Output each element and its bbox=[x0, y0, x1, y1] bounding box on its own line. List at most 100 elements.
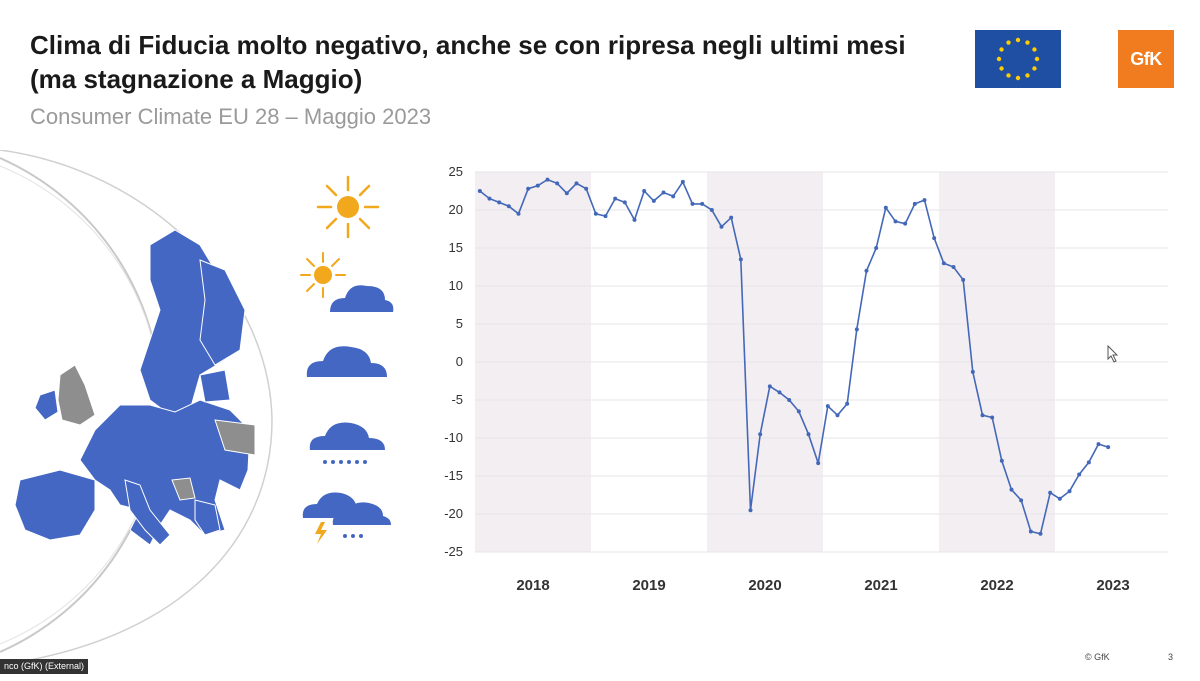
y-tick-label: -15 bbox=[444, 468, 463, 483]
data-point bbox=[680, 179, 685, 184]
x-tick-label: 2022 bbox=[980, 577, 1013, 594]
page-title: Clima di Fiducia molto negativo, anche s… bbox=[30, 30, 906, 94]
data-point bbox=[922, 198, 927, 203]
y-tick-label: -5 bbox=[451, 392, 463, 407]
eu-star-icon bbox=[999, 66, 1004, 71]
data-point bbox=[796, 409, 801, 414]
data-point bbox=[574, 181, 579, 186]
y-tick-label: 25 bbox=[449, 164, 463, 179]
eu-star-icon bbox=[999, 47, 1004, 52]
eu-star-icon bbox=[996, 56, 1002, 62]
data-point bbox=[854, 327, 859, 332]
cloud-icon bbox=[306, 346, 387, 377]
mouse-cursor-icon bbox=[1107, 344, 1119, 363]
data-point bbox=[738, 257, 743, 262]
gfk-logo: GfK bbox=[1118, 30, 1174, 88]
data-point bbox=[651, 198, 656, 203]
data-point bbox=[593, 211, 598, 216]
data-point bbox=[893, 219, 898, 224]
data-point bbox=[487, 196, 492, 201]
page-subtitle: Consumer Climate EU 28 – Maggio 2023 bbox=[30, 104, 432, 129]
data-point bbox=[1028, 529, 1033, 534]
data-point bbox=[941, 261, 946, 266]
x-tick-label: 2019 bbox=[632, 577, 665, 594]
data-point bbox=[700, 201, 705, 206]
data-point bbox=[825, 404, 830, 409]
eu-star-icon bbox=[1015, 75, 1021, 81]
storm-icon bbox=[302, 492, 391, 544]
data-point bbox=[603, 214, 608, 219]
map-uk bbox=[57, 364, 96, 426]
data-point bbox=[951, 265, 956, 269]
x-tick-label: 2020 bbox=[748, 577, 781, 594]
data-point bbox=[864, 268, 869, 273]
eu-star-icon bbox=[1025, 40, 1030, 45]
data-point bbox=[767, 384, 772, 389]
map-east-grey bbox=[214, 419, 256, 456]
data-point bbox=[506, 204, 511, 209]
data-point bbox=[709, 208, 714, 212]
eu-star-icon bbox=[1034, 56, 1040, 62]
data-point bbox=[874, 246, 879, 250]
data-point bbox=[1048, 490, 1053, 495]
data-point bbox=[999, 458, 1004, 463]
data-point bbox=[613, 196, 618, 201]
data-point bbox=[642, 189, 647, 193]
presenter-label: nco (GfK) (External) bbox=[0, 659, 89, 674]
eu-star-icon bbox=[1006, 40, 1011, 45]
data-point bbox=[497, 200, 502, 205]
data-point bbox=[564, 191, 569, 196]
sun-behind-cloud-icon bbox=[300, 252, 394, 312]
data-point bbox=[1009, 487, 1014, 492]
data-point bbox=[961, 277, 966, 282]
data-point bbox=[545, 177, 550, 182]
data-point bbox=[584, 186, 589, 191]
weather-scale bbox=[300, 175, 394, 544]
x-tick-label: 2023 bbox=[1096, 577, 1129, 594]
data-point bbox=[990, 415, 995, 420]
data-point bbox=[632, 217, 637, 222]
data-point bbox=[903, 221, 908, 226]
map-finland bbox=[199, 259, 246, 366]
y-tick-label: -10 bbox=[444, 430, 463, 445]
europe-map bbox=[0, 150, 273, 666]
data-point bbox=[729, 215, 734, 220]
data-point bbox=[787, 398, 792, 402]
data-point bbox=[690, 201, 695, 206]
y-tick-label: 20 bbox=[449, 202, 463, 217]
map-greece bbox=[194, 499, 221, 536]
data-point bbox=[845, 401, 850, 406]
y-tick-label: 15 bbox=[449, 240, 463, 255]
data-point bbox=[1057, 496, 1062, 501]
data-point bbox=[883, 205, 888, 210]
data-point bbox=[777, 390, 782, 395]
data-point bbox=[516, 211, 521, 216]
data-point bbox=[526, 186, 531, 191]
x-tick-label: 2018 bbox=[516, 577, 549, 594]
eu-star-icon bbox=[1006, 73, 1011, 78]
data-point bbox=[980, 413, 985, 418]
data-point bbox=[1067, 489, 1072, 494]
map-arc-outer bbox=[0, 150, 273, 666]
map-balkans-grey bbox=[171, 477, 196, 501]
data-point bbox=[1086, 460, 1091, 465]
x-tick-label: 2021 bbox=[864, 577, 897, 594]
data-point bbox=[806, 432, 811, 437]
cloud-snow-icon bbox=[309, 422, 385, 464]
data-point bbox=[555, 181, 560, 186]
eu-star-icon bbox=[1025, 73, 1030, 78]
sun-icon bbox=[316, 175, 380, 239]
data-point bbox=[671, 194, 676, 199]
data-point bbox=[758, 432, 763, 437]
data-point bbox=[622, 200, 627, 205]
y-tick-label: 5 bbox=[456, 316, 463, 331]
data-point bbox=[835, 413, 840, 418]
data-point bbox=[1038, 531, 1043, 536]
data-point bbox=[719, 224, 724, 229]
data-point bbox=[1019, 498, 1024, 503]
consumer-climate-chart: 25 20 15 10 5 0 -5 -10 -15 -20 -25 2018 2019 2020 202… bbox=[444, 164, 1168, 594]
data-point bbox=[748, 508, 753, 513]
data-point bbox=[661, 190, 666, 195]
data-point bbox=[970, 369, 975, 374]
eu-flag-logo bbox=[975, 30, 1061, 88]
